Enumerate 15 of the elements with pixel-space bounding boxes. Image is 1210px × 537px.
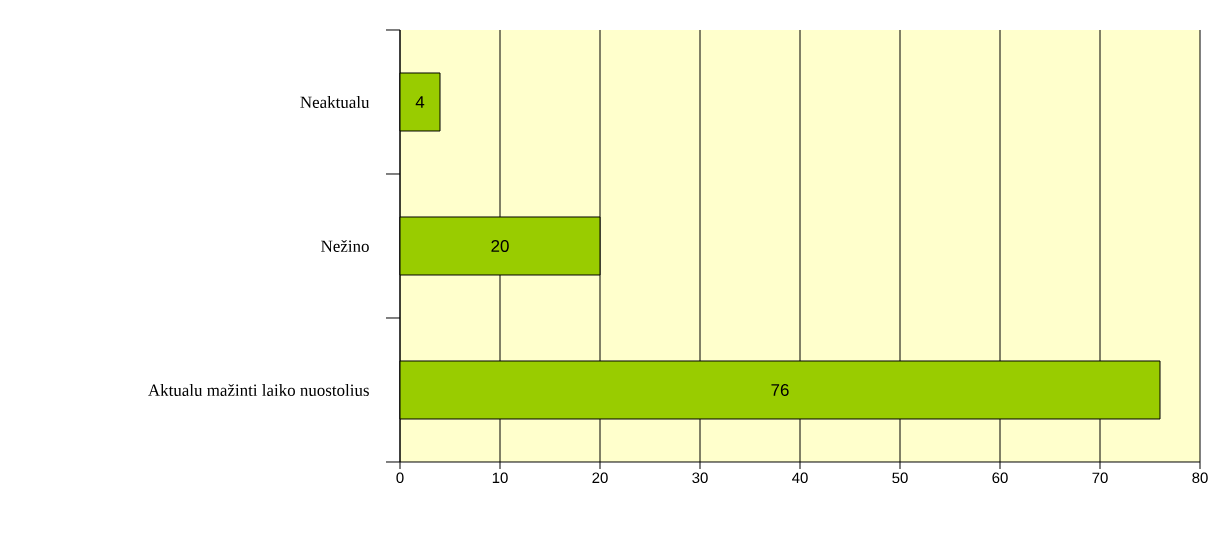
x-tick-label: 60	[992, 472, 1008, 484]
x-tick-label: 30	[692, 472, 708, 484]
x-tick-label: 0	[396, 472, 404, 484]
y-tick-label: Aktualu mažinti laiko nuostolius	[148, 384, 369, 396]
x-tick-label: 70	[1092, 472, 1108, 484]
data-label: 76	[771, 383, 789, 396]
x-tick-label: 40	[792, 472, 808, 484]
data-label: 4	[415, 96, 425, 108]
x-tick-label: 50	[892, 472, 908, 484]
x-tick-label: 10	[492, 472, 508, 484]
y-tick-label: Nežino	[321, 240, 369, 252]
x-tick-label: 20	[592, 472, 608, 484]
x-tick-label: 80	[1192, 472, 1208, 484]
data-label: 20	[491, 239, 509, 252]
y-tick-label: Neaktualu	[300, 96, 370, 108]
